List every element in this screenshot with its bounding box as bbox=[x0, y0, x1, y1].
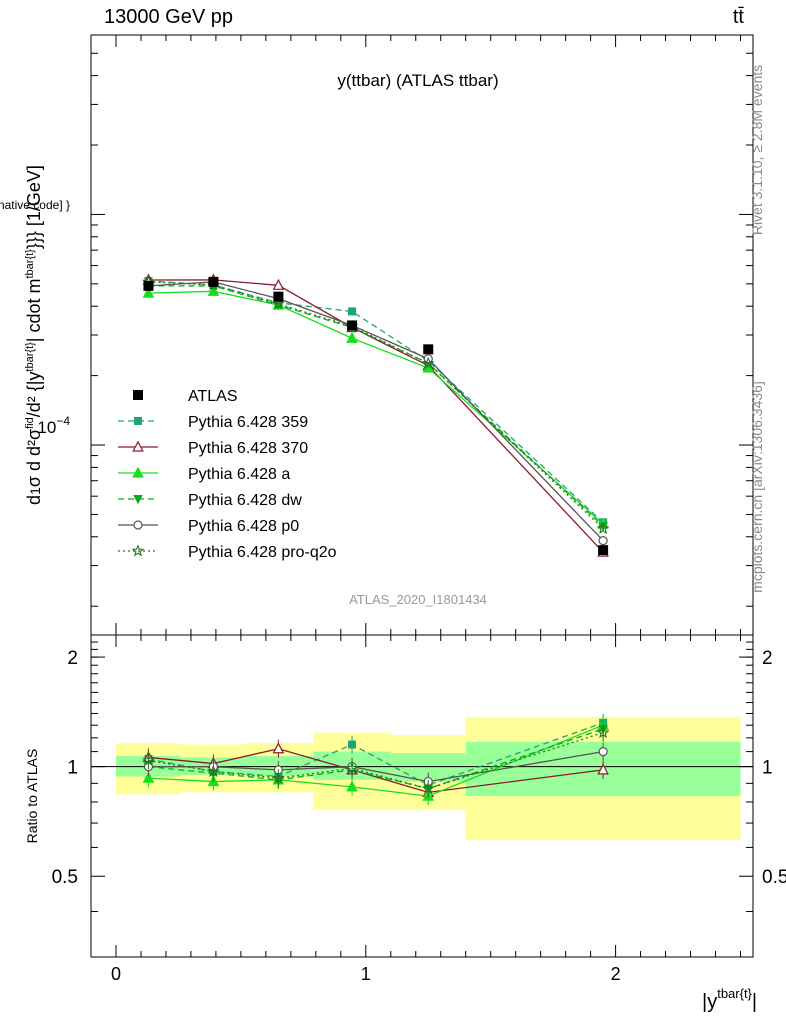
ratio-axis-ticks: 0 1 2 0.5 0.5 1 1 2 2 bbox=[52, 635, 786, 984]
ratio-series-point bbox=[598, 747, 608, 757]
series-point bbox=[596, 521, 610, 535]
x-axis-label: |ytbar{t}| bbox=[702, 986, 757, 1013]
legend: ATLAS Pythia 6.428 359 Pythia 6.428 370 Pyt… bbox=[118, 388, 337, 561]
mcplots-label: mcplots.cern.ch [arXiv:1306.3436] bbox=[749, 381, 765, 593]
legend-label: Pythia 6.428 pro-q2o bbox=[188, 544, 337, 561]
data-point bbox=[273, 291, 284, 302]
legend-marker bbox=[131, 544, 145, 557]
ratio-frame bbox=[90, 634, 754, 958]
series-point bbox=[598, 522, 608, 532]
legend-marker bbox=[134, 417, 142, 425]
ratio-series-point bbox=[272, 742, 285, 754]
legend-label: Pythia 6.428 370 bbox=[188, 440, 308, 457]
x-tick-label: 2 bbox=[611, 964, 621, 984]
ratio-series-point bbox=[597, 763, 609, 775]
ratio-series-point bbox=[348, 740, 357, 749]
main-axis-ticks bbox=[91, 34, 753, 635]
legend-label-atlas: ATLAS bbox=[188, 388, 238, 405]
series-point bbox=[346, 331, 358, 343]
series-point bbox=[271, 297, 285, 310]
series-point bbox=[142, 286, 155, 298]
legend-marker bbox=[133, 495, 143, 505]
y-axis-label: d1σ d d²σfid/d² {|ytbar{t}| cdot mtbar{t… bbox=[24, 165, 44, 505]
ratio-axis-label: Ratio to ATLAS bbox=[24, 749, 40, 844]
rivet-label: Rivet 3.1.10, ≥ 2.8M events bbox=[749, 65, 765, 235]
x-tick-label: 1 bbox=[361, 964, 371, 984]
ratio-tick-label-left: 1 bbox=[67, 758, 78, 779]
process-label: tt̄ bbox=[732, 6, 744, 28]
ratio-series-point bbox=[271, 771, 285, 784]
ratio-tick-label-right: 1 bbox=[762, 758, 773, 779]
legend-label: Pythia 6.428 p0 bbox=[188, 518, 299, 535]
series-line bbox=[148, 281, 604, 530]
data-point bbox=[208, 276, 219, 287]
series-point bbox=[272, 278, 285, 290]
legend-label: Pythia 6.428 dw bbox=[188, 492, 302, 509]
data-point bbox=[598, 545, 609, 556]
series-line bbox=[148, 279, 604, 553]
legend-marker bbox=[132, 440, 144, 452]
ratio-tick-label-left: 0.5 bbox=[52, 867, 78, 888]
ratio-series-line bbox=[148, 732, 604, 790]
series-line bbox=[148, 285, 604, 527]
ratio-series-point bbox=[142, 771, 155, 783]
legend-label: Pythia 6.428 a bbox=[188, 466, 290, 483]
series-line bbox=[148, 280, 604, 523]
ratio-series-point bbox=[421, 781, 435, 795]
x-tick-label: 0 bbox=[111, 964, 121, 984]
data-point bbox=[143, 280, 154, 291]
ratio-series-line bbox=[148, 724, 604, 797]
ratio-series-line bbox=[148, 748, 604, 794]
data-points bbox=[143, 276, 609, 556]
series-point bbox=[421, 356, 435, 369]
ratio-series-point bbox=[596, 725, 610, 739]
ratio-tick-label-left: 2 bbox=[67, 648, 78, 669]
ratio-series-line bbox=[148, 722, 604, 786]
watermark: ATLAS_2020_I1801434 bbox=[349, 592, 487, 607]
legend-marker bbox=[132, 466, 144, 478]
ratio-series-point bbox=[346, 780, 358, 792]
data-point bbox=[423, 344, 434, 355]
chart-title: y(ttbar) (ATLAS ttbar) bbox=[337, 71, 498, 90]
legend-label: Pythia 6.428 359 bbox=[188, 414, 308, 431]
ratio-series-point bbox=[206, 764, 220, 777]
ratio-series-point bbox=[345, 761, 359, 774]
ratio-series-line bbox=[148, 750, 604, 783]
ratio-series-point bbox=[142, 753, 155, 766]
data-point bbox=[347, 320, 358, 331]
ratio-tick-label-right: 0.5 bbox=[762, 867, 786, 888]
legend-marker-atlas bbox=[133, 390, 143, 400]
energy-label: 13000 GeV pp bbox=[104, 6, 233, 28]
ratio-series-group bbox=[142, 713, 610, 806]
series-line bbox=[148, 281, 604, 542]
ratio-tick-label-right: 2 bbox=[762, 648, 773, 669]
series-point bbox=[598, 536, 608, 546]
series-point bbox=[348, 307, 357, 316]
series-line bbox=[148, 290, 604, 525]
legend-marker bbox=[133, 520, 143, 530]
